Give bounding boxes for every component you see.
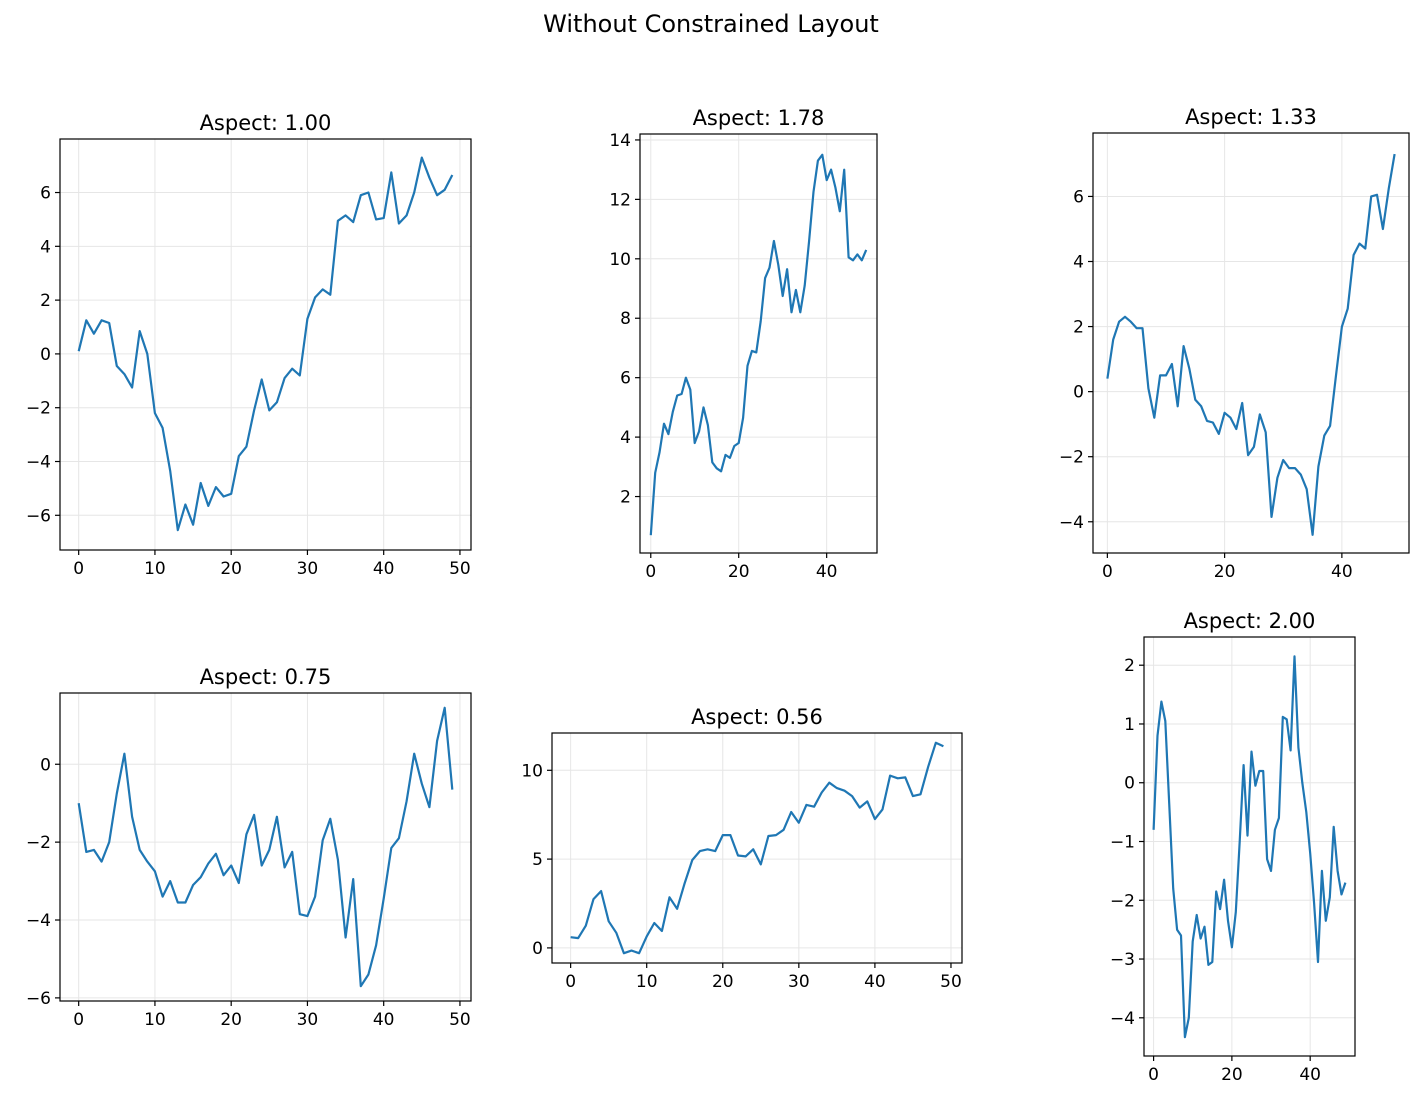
series-line: [77, 156, 454, 532]
y-tick-label: −4: [1059, 513, 1084, 533]
figure-title: Without Constrained Layout: [543, 10, 879, 38]
series-line: [1152, 655, 1347, 1039]
y-tick-label: 2: [620, 488, 631, 508]
y-tick-label: 12: [609, 190, 631, 210]
x-tick-label: 0: [73, 559, 84, 579]
axes-frame: [1092, 132, 1410, 554]
x-tick-label: 20: [1221, 1065, 1243, 1085]
y-tick-label: 0: [1124, 774, 1135, 794]
x-tick-label: 0: [1102, 562, 1113, 582]
y-tick-label: −6: [26, 506, 51, 526]
x-tick-label: 50: [449, 1010, 471, 1030]
subplot-4: 0 10 20 30 40 50 −6 −4 −2 0 Aspect: 0.75: [26, 665, 472, 1030]
subplot-5: 0 10 20 30 40 50 0 5 10 Aspect: 0.56: [521, 705, 963, 992]
y-tick-label: −2: [26, 399, 51, 419]
x-tick-label: 0: [565, 972, 576, 992]
y-tick-label: 2: [1073, 318, 1084, 338]
y-tick-label: 2: [40, 291, 51, 311]
x-tick-label: 40: [373, 559, 395, 579]
y-tick-label: 4: [620, 428, 631, 448]
y-tick-label: 0: [532, 939, 543, 959]
axes-frame: [1143, 636, 1356, 1057]
subplot-title: Aspect: 1.33: [1185, 105, 1317, 129]
axes-frame: [639, 133, 878, 554]
subplot-3: 0 20 40 −4 −2 0 2 4 6 Aspect: 1.33: [1059, 105, 1410, 582]
x-tick-label: 0: [645, 562, 656, 582]
y-tick-label: −4: [26, 453, 51, 473]
x-tick-label: 50: [449, 559, 471, 579]
x-tick-label: 40: [864, 972, 886, 992]
y-tick-label: −1: [1110, 833, 1135, 853]
y-tick-label: 6: [40, 184, 51, 204]
series-line: [570, 741, 944, 955]
subplot-2: 0 20 40 2 4 6 8 10 12 14 Aspect: 1.78: [609, 106, 878, 582]
x-tick-label: 10: [144, 1010, 166, 1030]
y-tick-label: 0: [1073, 383, 1084, 403]
x-tick-label: 20: [220, 559, 242, 579]
y-tick-label: −4: [26, 911, 51, 931]
x-tick-label: 50: [940, 972, 962, 992]
y-tick-label: −6: [26, 989, 51, 1009]
y-tick-label: 4: [1073, 253, 1084, 273]
series-line: [1106, 153, 1396, 536]
subplot-title: Aspect: 1.00: [200, 111, 332, 135]
y-tick-label: 6: [1073, 187, 1084, 207]
axes-frame: [59, 138, 472, 551]
x-tick-label: 40: [816, 562, 838, 582]
x-tick-label: 20: [712, 972, 734, 992]
x-tick-label: 10: [636, 972, 658, 992]
subplot-1: 0 10 20 30 40 50 −6 −4 −2 0 2 4 6 Aspect: 1.00: [26, 111, 472, 579]
y-tick-label: 14: [609, 131, 631, 151]
y-tick-label: −2: [1110, 891, 1135, 911]
x-tick-label: 20: [1214, 562, 1236, 582]
y-tick-label: −4: [1110, 1009, 1135, 1029]
x-tick-label: 40: [1331, 562, 1353, 582]
x-tick-label: 0: [1148, 1065, 1159, 1085]
series-line: [649, 153, 868, 536]
y-tick-label: 8: [620, 309, 631, 329]
x-tick-label: 0: [73, 1010, 84, 1030]
subplot-title: Aspect: 1.78: [693, 106, 825, 130]
x-tick-label: 40: [1299, 1065, 1321, 1085]
x-tick-label: 20: [728, 562, 750, 582]
y-tick-label: 10: [521, 761, 543, 781]
x-tick-label: 30: [297, 1010, 319, 1030]
subplot-title: Aspect: 0.75: [200, 665, 332, 689]
y-tick-label: −3: [1110, 950, 1135, 970]
subplot-title: Aspect: 2.00: [1184, 609, 1316, 633]
x-tick-label: 30: [297, 559, 319, 579]
x-tick-label: 10: [144, 559, 166, 579]
y-tick-label: 2: [1124, 656, 1135, 676]
x-tick-label: 20: [220, 1010, 242, 1030]
series-line: [77, 706, 454, 988]
axes-frame: [551, 732, 963, 964]
y-tick-label: 1: [1124, 715, 1135, 735]
y-tick-label: 6: [620, 369, 631, 389]
y-tick-label: 0: [40, 755, 51, 775]
axes-frame: [59, 692, 472, 1002]
y-tick-label: −2: [26, 833, 51, 853]
y-tick-label: −2: [1059, 448, 1084, 468]
x-tick-label: 40: [373, 1010, 395, 1030]
y-tick-label: 4: [40, 237, 51, 257]
y-tick-label: 10: [609, 250, 631, 270]
x-tick-label: 30: [788, 972, 810, 992]
y-tick-label: 5: [532, 850, 543, 870]
subplot-6: 0 20 40 −4 −3 −2 −1 0 1 2 Aspect: 2.00: [1110, 609, 1356, 1085]
subplot-title: Aspect: 0.56: [691, 705, 823, 729]
y-tick-label: 0: [40, 345, 51, 365]
